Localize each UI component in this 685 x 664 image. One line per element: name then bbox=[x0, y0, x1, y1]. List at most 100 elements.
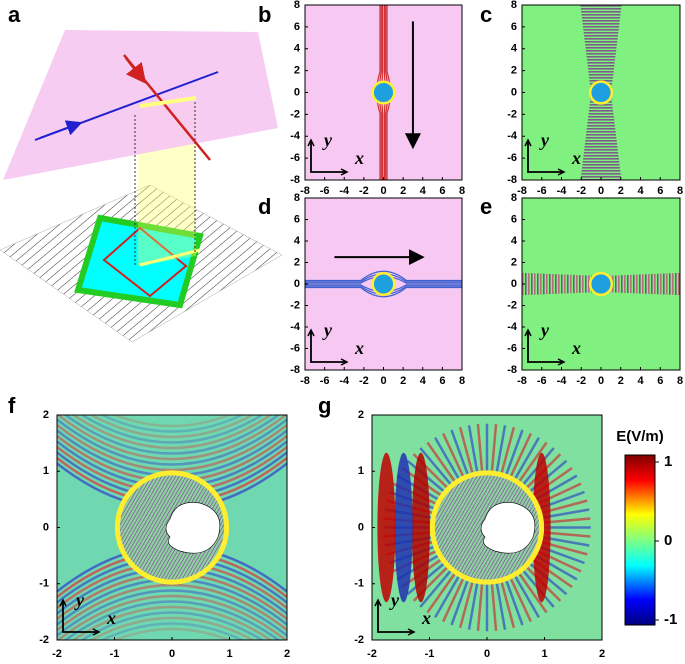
scatterer bbox=[371, 80, 396, 105]
x-tick-label: 2 bbox=[599, 648, 605, 660]
y-tick-label: -8 bbox=[507, 364, 517, 376]
y-tick-label: 6 bbox=[511, 213, 517, 225]
wave-lobe bbox=[377, 452, 396, 603]
wave-front bbox=[112, 627, 232, 640]
wave-stripe bbox=[552, 274, 554, 294]
axis-glyph-head bbox=[524, 328, 566, 366]
wave-stripe bbox=[573, 274, 575, 294]
wave-stripe bbox=[584, 149, 618, 151]
wave-spike bbox=[442, 432, 466, 479]
x-tick-label: -2 bbox=[52, 648, 62, 660]
x-tick-label: -1 bbox=[110, 648, 120, 660]
x-tick-label: 2 bbox=[400, 375, 406, 387]
wave-stripe bbox=[639, 274, 641, 294]
wave-front bbox=[80, 415, 264, 444]
axis-label-x: x bbox=[571, 148, 581, 168]
wave-stripe bbox=[651, 274, 653, 294]
wave-stripe bbox=[584, 38, 618, 40]
x-tick-label: -6 bbox=[320, 375, 330, 387]
wave-stripe bbox=[587, 65, 615, 67]
wave-stripe bbox=[587, 125, 615, 127]
plot-f bbox=[57, 415, 287, 640]
panel-label: c bbox=[480, 2, 492, 27]
wave-stripe bbox=[534, 273, 536, 295]
y-tick-label: 2 bbox=[511, 65, 517, 77]
axis-glyph-head bbox=[374, 598, 416, 636]
wave-front bbox=[89, 616, 255, 640]
axis-label-y: y bbox=[539, 130, 550, 150]
wave-stripe bbox=[586, 134, 616, 136]
wave-stripe bbox=[672, 273, 674, 295]
colorbar bbox=[624, 454, 656, 626]
axis-glyph-head bbox=[524, 138, 566, 176]
y-tick-label: -8 bbox=[507, 174, 517, 186]
x-tick-label: -6 bbox=[537, 375, 547, 387]
wave-stripe bbox=[581, 173, 621, 175]
y-tick-label: -1 bbox=[354, 578, 364, 590]
x-tick-label: 0 bbox=[484, 648, 490, 660]
wave-stripe bbox=[615, 275, 617, 293]
wave-lobe bbox=[411, 452, 430, 603]
wave-stripe bbox=[630, 274, 632, 294]
wave-stripe bbox=[584, 41, 618, 43]
wave-stripe bbox=[531, 273, 533, 295]
wave-stripe bbox=[585, 140, 617, 142]
axis-label-y: y bbox=[539, 320, 550, 340]
y-tick-label: 2 bbox=[294, 65, 300, 77]
wave-stripe bbox=[586, 128, 616, 130]
wave-lobe bbox=[394, 452, 413, 603]
wave-front bbox=[57, 583, 287, 631]
y-tick-label: 2 bbox=[43, 409, 49, 421]
wave-stripe bbox=[579, 275, 581, 293]
wave-stripe bbox=[583, 29, 619, 31]
y-tick-label: -1 bbox=[39, 578, 49, 590]
wave-stripe bbox=[588, 113, 614, 115]
wave-spike bbox=[499, 426, 516, 476]
wave-stripe bbox=[588, 110, 614, 112]
x-tick-label: 2 bbox=[284, 648, 290, 660]
wave-stripe bbox=[584, 143, 618, 145]
axis-label-x: x bbox=[354, 148, 364, 168]
x-tick-label: 8 bbox=[677, 375, 683, 387]
wave-stripe bbox=[633, 274, 635, 294]
wave-spike bbox=[419, 568, 453, 608]
axis-glyph-head bbox=[307, 328, 349, 366]
y-tick-label: 1 bbox=[43, 465, 49, 477]
wave-spike bbox=[426, 441, 457, 484]
wave-stripe bbox=[582, 161, 620, 163]
x-tick-label: 8 bbox=[459, 185, 465, 197]
wave-front bbox=[57, 418, 287, 466]
x-tick-label: -2 bbox=[359, 185, 369, 197]
wave-stripe bbox=[588, 74, 614, 76]
wave-spike bbox=[504, 429, 524, 477]
x-tick-label: 6 bbox=[657, 185, 663, 197]
wave-front bbox=[57, 589, 287, 637]
wave-stripe bbox=[627, 274, 629, 294]
y-tick-label: 0 bbox=[294, 86, 300, 98]
wave-front bbox=[89, 415, 255, 439]
wave-spike bbox=[513, 574, 540, 619]
wave-stripe bbox=[586, 56, 616, 58]
x-tick-label: 2 bbox=[400, 185, 406, 197]
field-line bbox=[305, 286, 462, 298]
x-tick-label: 1 bbox=[226, 648, 232, 660]
wave-front bbox=[63, 600, 281, 640]
wave-spike bbox=[513, 436, 540, 481]
wave-spike bbox=[490, 423, 498, 474]
axis-glyph bbox=[527, 142, 562, 173]
wave-stripe bbox=[584, 35, 618, 37]
wave-stripe bbox=[540, 273, 542, 295]
wave-spike bbox=[419, 447, 453, 487]
wave-spike bbox=[476, 581, 484, 632]
wave-stripe bbox=[583, 158, 619, 160]
x-tick-label: 4 bbox=[420, 375, 427, 387]
colorbar-tick-label: -1 bbox=[664, 611, 677, 628]
x-tick-label: -2 bbox=[576, 375, 586, 387]
y-tick-label: 0 bbox=[294, 278, 300, 290]
wave-stripe bbox=[657, 273, 659, 295]
wave-spike bbox=[490, 581, 498, 632]
x-tick-label: 2 bbox=[618, 185, 624, 197]
x-tick-label: -8 bbox=[300, 375, 310, 387]
wave-stripe bbox=[587, 122, 615, 124]
wave-stripe bbox=[585, 44, 617, 46]
